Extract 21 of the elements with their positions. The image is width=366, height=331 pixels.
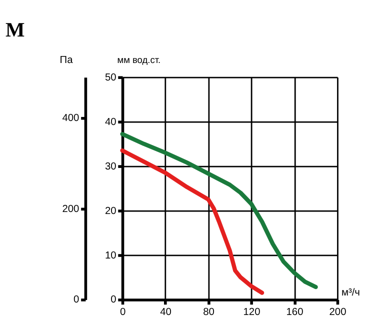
- line-series: [120, 148, 264, 295]
- x-tick-label: 120: [243, 306, 261, 318]
- x-tick-label: 80: [203, 306, 215, 318]
- x-tick-label: 200: [329, 306, 347, 318]
- y-tick-label: 40: [104, 116, 117, 128]
- y2-tick-label: 200: [62, 204, 80, 215]
- y2-tick-label: 400: [62, 113, 80, 124]
- x-tick-label: 40: [160, 306, 172, 318]
- y-axis-title: мм вод.ст.: [117, 54, 161, 65]
- y-tick-label: 30: [104, 161, 117, 172]
- x-axis-title: м³/ч: [341, 287, 360, 298]
- y-tick-label: 10: [104, 250, 117, 262]
- y-tick-label: 0: [110, 294, 117, 306]
- line-series: [120, 132, 318, 290]
- x-tick-label: 160: [286, 306, 304, 318]
- x-tick-label: 0: [120, 306, 126, 318]
- y-tick-label: 20: [104, 206, 117, 217]
- y2-axis-title: Па: [60, 54, 74, 66]
- chart-title: M: [6, 19, 25, 42]
- y-tick-label: 50: [104, 72, 117, 84]
- y2-tick-label: 0: [74, 294, 80, 306]
